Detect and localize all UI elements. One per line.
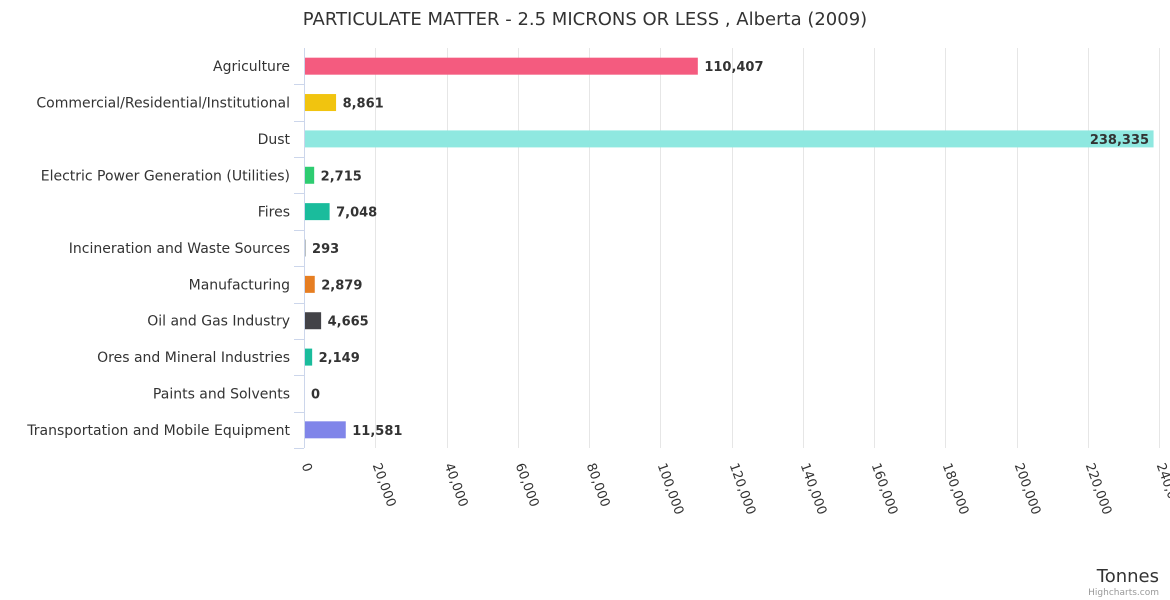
data-label: 2,879 — [321, 278, 362, 293]
category-label: Transportation and Mobile Equipment — [26, 423, 290, 439]
data-label: 4,665 — [328, 315, 369, 330]
data-label: 110,407 — [704, 60, 763, 75]
bar[interactable] — [304, 275, 315, 293]
category-label: Dust — [258, 132, 291, 148]
category-label: Manufacturing — [189, 277, 290, 293]
data-label: 2,715 — [321, 169, 362, 184]
bar[interactable] — [304, 203, 330, 221]
bar[interactable] — [304, 421, 346, 439]
category-labels: Agriculture Commercial/Residential/Instit… — [26, 59, 304, 449]
x-axis-title: Tonnes — [1096, 566, 1159, 587]
bar[interactable] — [304, 94, 337, 112]
x-tick-label: 160,000 — [868, 461, 900, 517]
category-label: Electric Power Generation (Utilities) — [41, 168, 290, 184]
bar[interactable] — [304, 130, 1154, 148]
data-label: 293 — [312, 242, 339, 257]
x-tick-label: 100,000 — [654, 461, 686, 517]
bar[interactable] — [304, 57, 698, 75]
category-label: Fires — [258, 205, 290, 221]
category-label: Ores and Mineral Industries — [97, 350, 290, 366]
bar[interactable] — [304, 348, 313, 366]
data-label: 11,581 — [352, 424, 402, 439]
category-label: Oil and Gas Industry — [147, 314, 290, 330]
chart-title: PARTICULATE MATTER - 2.5 MICRONS OR LESS… — [303, 9, 867, 30]
bar[interactable] — [304, 312, 322, 330]
x-tick-label: 200,000 — [1011, 461, 1043, 517]
x-tick-label: 120,000 — [726, 461, 758, 517]
category-label: Incineration and Waste Sources — [69, 241, 290, 257]
x-axis-ticks: 0 20,000 40,000 60,000 80,000 100,000 120,000 1… — [298, 461, 1170, 517]
category-label: Commercial/Residential/Institutional — [36, 96, 290, 112]
data-label: 238,335 — [1090, 133, 1149, 148]
highcharts-credit[interactable]: Highcharts.com — [1088, 588, 1159, 598]
x-tick-label: 60,000 — [512, 461, 542, 509]
x-tick-label: 220,000 — [1082, 461, 1114, 517]
x-tick-label: 0 — [298, 461, 315, 474]
category-label: Agriculture — [213, 59, 290, 75]
x-tick-label: 180,000 — [939, 461, 971, 517]
bars — [304, 57, 1154, 439]
x-tick-label: 80,000 — [583, 461, 613, 509]
x-tick-label: 20,000 — [369, 461, 399, 509]
category-label: Paints and Solvents — [153, 386, 290, 402]
gridlines — [375, 48, 1160, 448]
bar[interactable] — [304, 239, 306, 257]
data-label: 0 — [311, 387, 320, 402]
bar[interactable] — [304, 166, 315, 184]
data-label: 2,149 — [319, 351, 360, 366]
data-labels: 110,407 8,861 238,335 2,715 7,048 293 2,879 4,6… — [311, 60, 1149, 439]
data-label: 8,861 — [343, 97, 384, 112]
data-label: 7,048 — [336, 206, 377, 221]
x-tick-label: 240,000 — [1153, 461, 1170, 517]
x-tick-label: 40,000 — [441, 461, 471, 509]
x-tick-label: 140,000 — [797, 461, 829, 517]
